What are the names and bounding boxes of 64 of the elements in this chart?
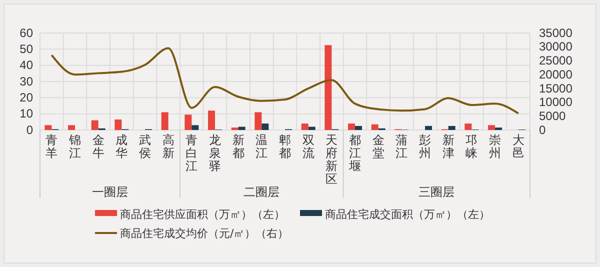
bar — [114, 119, 122, 130]
bar — [192, 125, 199, 130]
bar — [161, 112, 168, 130]
bar — [68, 125, 75, 130]
bar — [254, 112, 262, 130]
x-tick-label: 都江堰 — [348, 133, 361, 173]
y-tick-label: 50 — [20, 42, 34, 56]
x-tick-label: 青白江 — [186, 133, 198, 173]
x-tick-label: 蒲江 — [396, 133, 408, 160]
y-tick-label: 0 — [26, 122, 34, 137]
bar — [44, 125, 52, 130]
bar — [348, 124, 355, 130]
y2-tick-label: 20000 — [539, 67, 573, 82]
y2-tick-label: 15000 — [539, 81, 573, 96]
bar — [324, 45, 332, 130]
bar — [208, 110, 215, 130]
x-tick-label: 龙泉驿 — [209, 133, 221, 173]
text: 一圈层 — [92, 185, 128, 199]
bar — [355, 126, 362, 130]
bar — [184, 114, 192, 130]
x-tick-label: 成华 — [116, 133, 128, 160]
x-tick-label: 天府新区 — [326, 133, 338, 186]
legend-label: 商品住宅成交面积（万㎡）（左） — [325, 208, 490, 221]
x-tick-label: 郫都 — [279, 133, 291, 160]
y2-tick-label: 5000 — [539, 108, 566, 123]
text: 二圈层 — [244, 185, 280, 199]
y-tick-label: 40 — [20, 58, 34, 72]
x-tick-label: 锦江 — [68, 133, 81, 160]
y2-tick-label: 0 — [539, 122, 546, 137]
bar — [301, 124, 308, 130]
bar — [91, 120, 98, 130]
x-tick-label: 温江 — [256, 133, 268, 160]
bar — [262, 124, 269, 130]
text: 三圈层 — [418, 185, 455, 199]
x-tick-label: 彭州 — [419, 133, 431, 160]
bar — [238, 126, 246, 130]
y2-tick-label: 25000 — [539, 54, 573, 68]
bar — [425, 126, 432, 130]
bar — [448, 126, 456, 130]
x-tick-label: 武侯 — [139, 133, 151, 160]
y-tick-label: 10 — [20, 106, 34, 121]
bar — [308, 126, 316, 130]
x-tick-label: 双流 — [302, 133, 314, 160]
x-tick-label: 金牛 — [92, 133, 104, 160]
x-tick-label: 新津 — [442, 133, 454, 160]
legend-label: 商品住宅供应面积（万㎡）（左） — [120, 208, 285, 221]
y-tick-label: 30 — [20, 74, 34, 88]
y2-tick-label: 35000 — [539, 26, 573, 40]
bar — [371, 124, 378, 130]
x-tick-label: 大邑 — [512, 133, 524, 160]
bar — [488, 125, 495, 130]
x-tick-label: 邛崃 — [466, 133, 478, 160]
y-tick-label: 20 — [20, 90, 34, 105]
x-tick-label: 新都 — [232, 133, 244, 160]
x-tick-label: 崇州 — [489, 133, 501, 160]
y2-tick-label: 10000 — [539, 95, 573, 110]
x-tick-label: 青羊 — [46, 133, 58, 160]
x-tick-label: 金堂 — [372, 133, 384, 160]
y2-tick-label: 30000 — [539, 40, 573, 54]
legend-label: 商品住宅成交均价（元/㎡）（右） — [120, 227, 289, 240]
line-series — [50, 47, 520, 114]
y-tick-label: 60 — [20, 26, 34, 40]
bar — [464, 124, 472, 130]
x-tick-label: 高新 — [162, 133, 174, 160]
